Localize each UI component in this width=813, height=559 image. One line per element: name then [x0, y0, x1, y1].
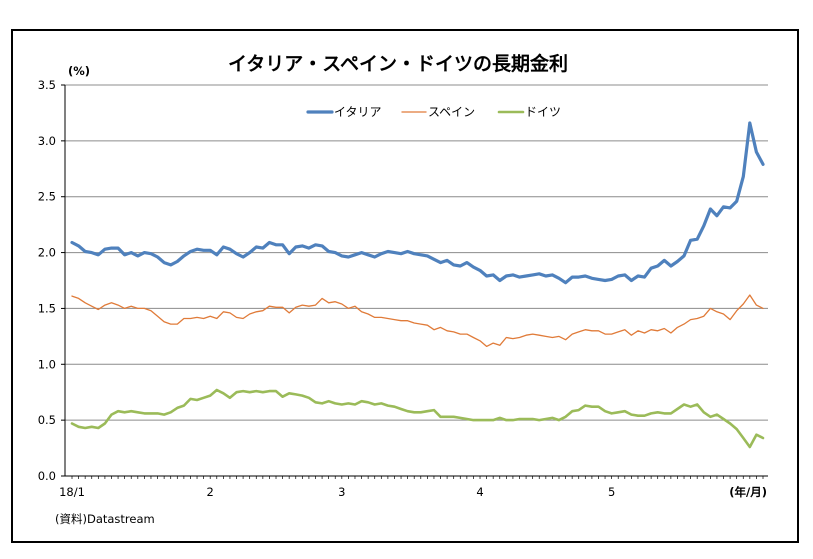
series-line-3 — [70, 388, 765, 449]
gridlines — [65, 84, 768, 421]
y-tick-label: 2.0 — [38, 246, 56, 260]
x-axis-unit-label: (年/月) — [729, 485, 767, 499]
chart-frame — [11, 29, 799, 543]
axes: 0.0 0.5 1.0 1.5 2.0 2.5 3.0 3.5 18/1 2 3 4 5 — [38, 78, 768, 499]
legend-label-2: スペイン — [428, 105, 475, 119]
y-tick-label: 0.5 — [38, 413, 56, 427]
x-tick-label: 2 — [207, 485, 214, 499]
series-group — [70, 121, 765, 449]
legend-label-1: イタリア — [334, 105, 382, 119]
y-tick-label: 0.0 — [38, 469, 56, 483]
x-tick-label: 4 — [476, 485, 483, 499]
y-tick-label: 3.0 — [38, 134, 56, 148]
y-axis-unit-label: (%) — [68, 64, 90, 78]
y-tick-label: 3.5 — [38, 78, 56, 92]
legend: イタリア スペイン ドイツ — [306, 105, 561, 119]
legend-label-3: ドイツ — [525, 105, 561, 119]
x-tick-label: 3 — [338, 485, 345, 499]
x-tick-label: 18/1 — [59, 485, 85, 499]
series-line-1 — [70, 121, 765, 285]
x-tick-label: 5 — [608, 485, 615, 499]
y-tick-label: 1.0 — [38, 357, 56, 371]
series-line-2 — [71, 294, 764, 348]
source-note: (資料)Datastream — [55, 512, 155, 526]
y-tick-label: 1.5 — [38, 301, 56, 315]
y-tick-label: 2.5 — [38, 190, 56, 204]
chart-title: イタリア・スペイン・ドイツの長期金利 — [228, 52, 568, 75]
